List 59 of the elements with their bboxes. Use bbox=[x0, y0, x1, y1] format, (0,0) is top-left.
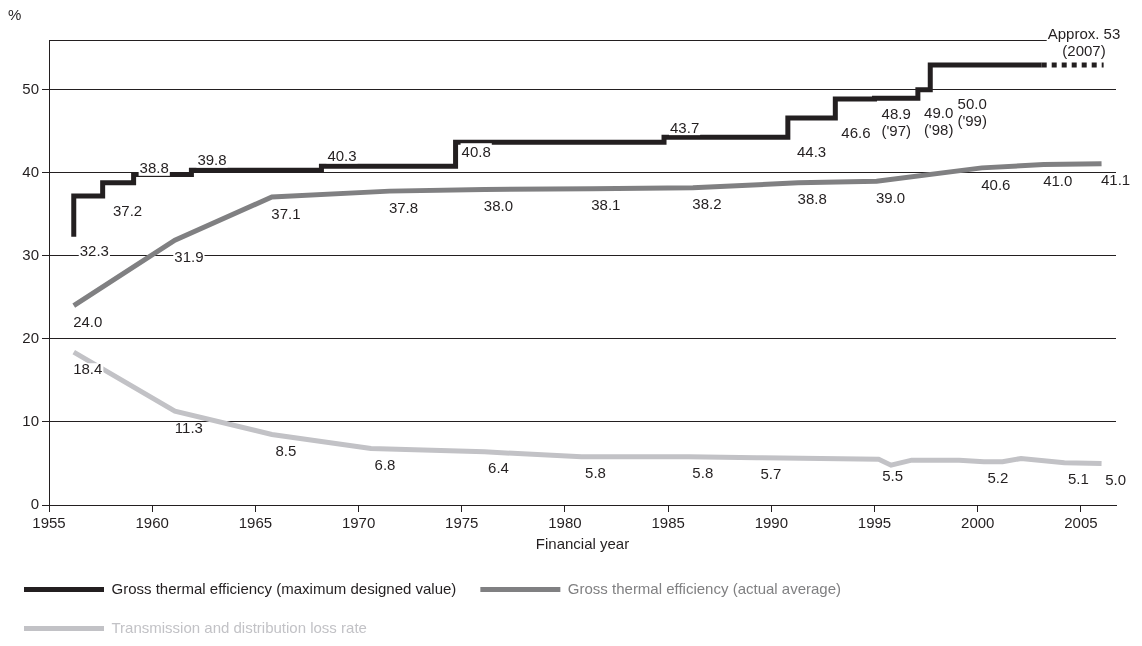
x-tick-label: 2000 bbox=[961, 514, 995, 532]
data-label: 37.8 bbox=[388, 198, 419, 216]
x-tick-label: 1980 bbox=[548, 514, 582, 532]
y-tick-label: 20 bbox=[22, 329, 39, 347]
x-tick-label: 2005 bbox=[1064, 514, 1098, 532]
x-tick-label: 1965 bbox=[238, 514, 273, 532]
y-tick-label: 30 bbox=[22, 246, 39, 264]
data-label: 32.3 bbox=[79, 242, 109, 260]
data-label: 49.0 ('98) bbox=[923, 103, 954, 138]
text: Gross thermal efficiency (actual average) bbox=[567, 579, 842, 597]
x-tick-label: 1975 bbox=[445, 514, 479, 532]
y-axis-title: % bbox=[8, 5, 22, 23]
data-label: 8.5 bbox=[275, 442, 297, 460]
data-label: 18.4 bbox=[73, 359, 103, 377]
y-tick-label: 0 bbox=[30, 495, 39, 513]
data-label: 50.0 ('99) bbox=[957, 95, 987, 130]
data-label: 6.8 bbox=[374, 456, 396, 474]
data-label: 38.8 bbox=[797, 190, 827, 208]
data-label: 5.2 bbox=[987, 469, 1009, 487]
data-label: 40.3 bbox=[327, 147, 357, 165]
data-label: 40.8 bbox=[461, 142, 491, 160]
data-label: 43.7 bbox=[670, 118, 700, 136]
x-tick-label: 1990 bbox=[754, 514, 789, 532]
x-tick-label: 1960 bbox=[135, 514, 169, 532]
data-label: 5.7 bbox=[760, 465, 782, 483]
data-label: 39.8 bbox=[197, 151, 227, 169]
data-label: 5.8 bbox=[585, 464, 606, 482]
data-label: 41.1 bbox=[1100, 171, 1131, 189]
y-tick-label: 10 bbox=[22, 412, 39, 430]
data-label: 5.1 bbox=[1067, 470, 1089, 488]
data-label: 37.2 bbox=[112, 201, 143, 219]
data-label: 48.9 ('97) bbox=[881, 104, 911, 139]
x-tick-label: 1985 bbox=[651, 514, 685, 532]
data-label: 39.0 bbox=[875, 188, 906, 206]
x-tick-label: 1995 bbox=[857, 514, 892, 532]
data-label: 46.6 bbox=[841, 123, 871, 141]
data-label: 5.8 bbox=[692, 464, 714, 482]
x-tick-label: 1955 bbox=[32, 514, 66, 532]
data-label: 38.8 bbox=[139, 159, 169, 177]
text: Gross thermal efficiency (maximum designed value) bbox=[111, 579, 457, 597]
data-label: 5.5 bbox=[882, 466, 904, 484]
data-label: 38.2 bbox=[692, 195, 722, 213]
x-axis-title: Financial year bbox=[535, 535, 630, 553]
data-label: 44.3 bbox=[796, 142, 827, 160]
data-label: 38.0 bbox=[483, 197, 514, 215]
data-label: 31.9 bbox=[174, 247, 204, 265]
x-tick-label: 1970 bbox=[341, 514, 376, 532]
data-label: 6.4 bbox=[488, 459, 509, 477]
data-label: 11.3 bbox=[174, 418, 203, 436]
y-tick-label: 40 bbox=[22, 163, 39, 180]
data-label: 24.0 bbox=[73, 313, 103, 331]
data-label: 37.1 bbox=[271, 204, 301, 222]
y-tick-label: 50 bbox=[22, 79, 39, 97]
data-label: Approx. 53 (2007) bbox=[1047, 24, 1121, 59]
data-label: 38.1 bbox=[591, 196, 621, 214]
data-label: 40.6 bbox=[981, 175, 1011, 193]
data-label: 41.0 bbox=[1043, 172, 1073, 190]
text: Transmission and distribution loss rate bbox=[111, 618, 367, 636]
data-label: 5.0 bbox=[1105, 471, 1126, 489]
